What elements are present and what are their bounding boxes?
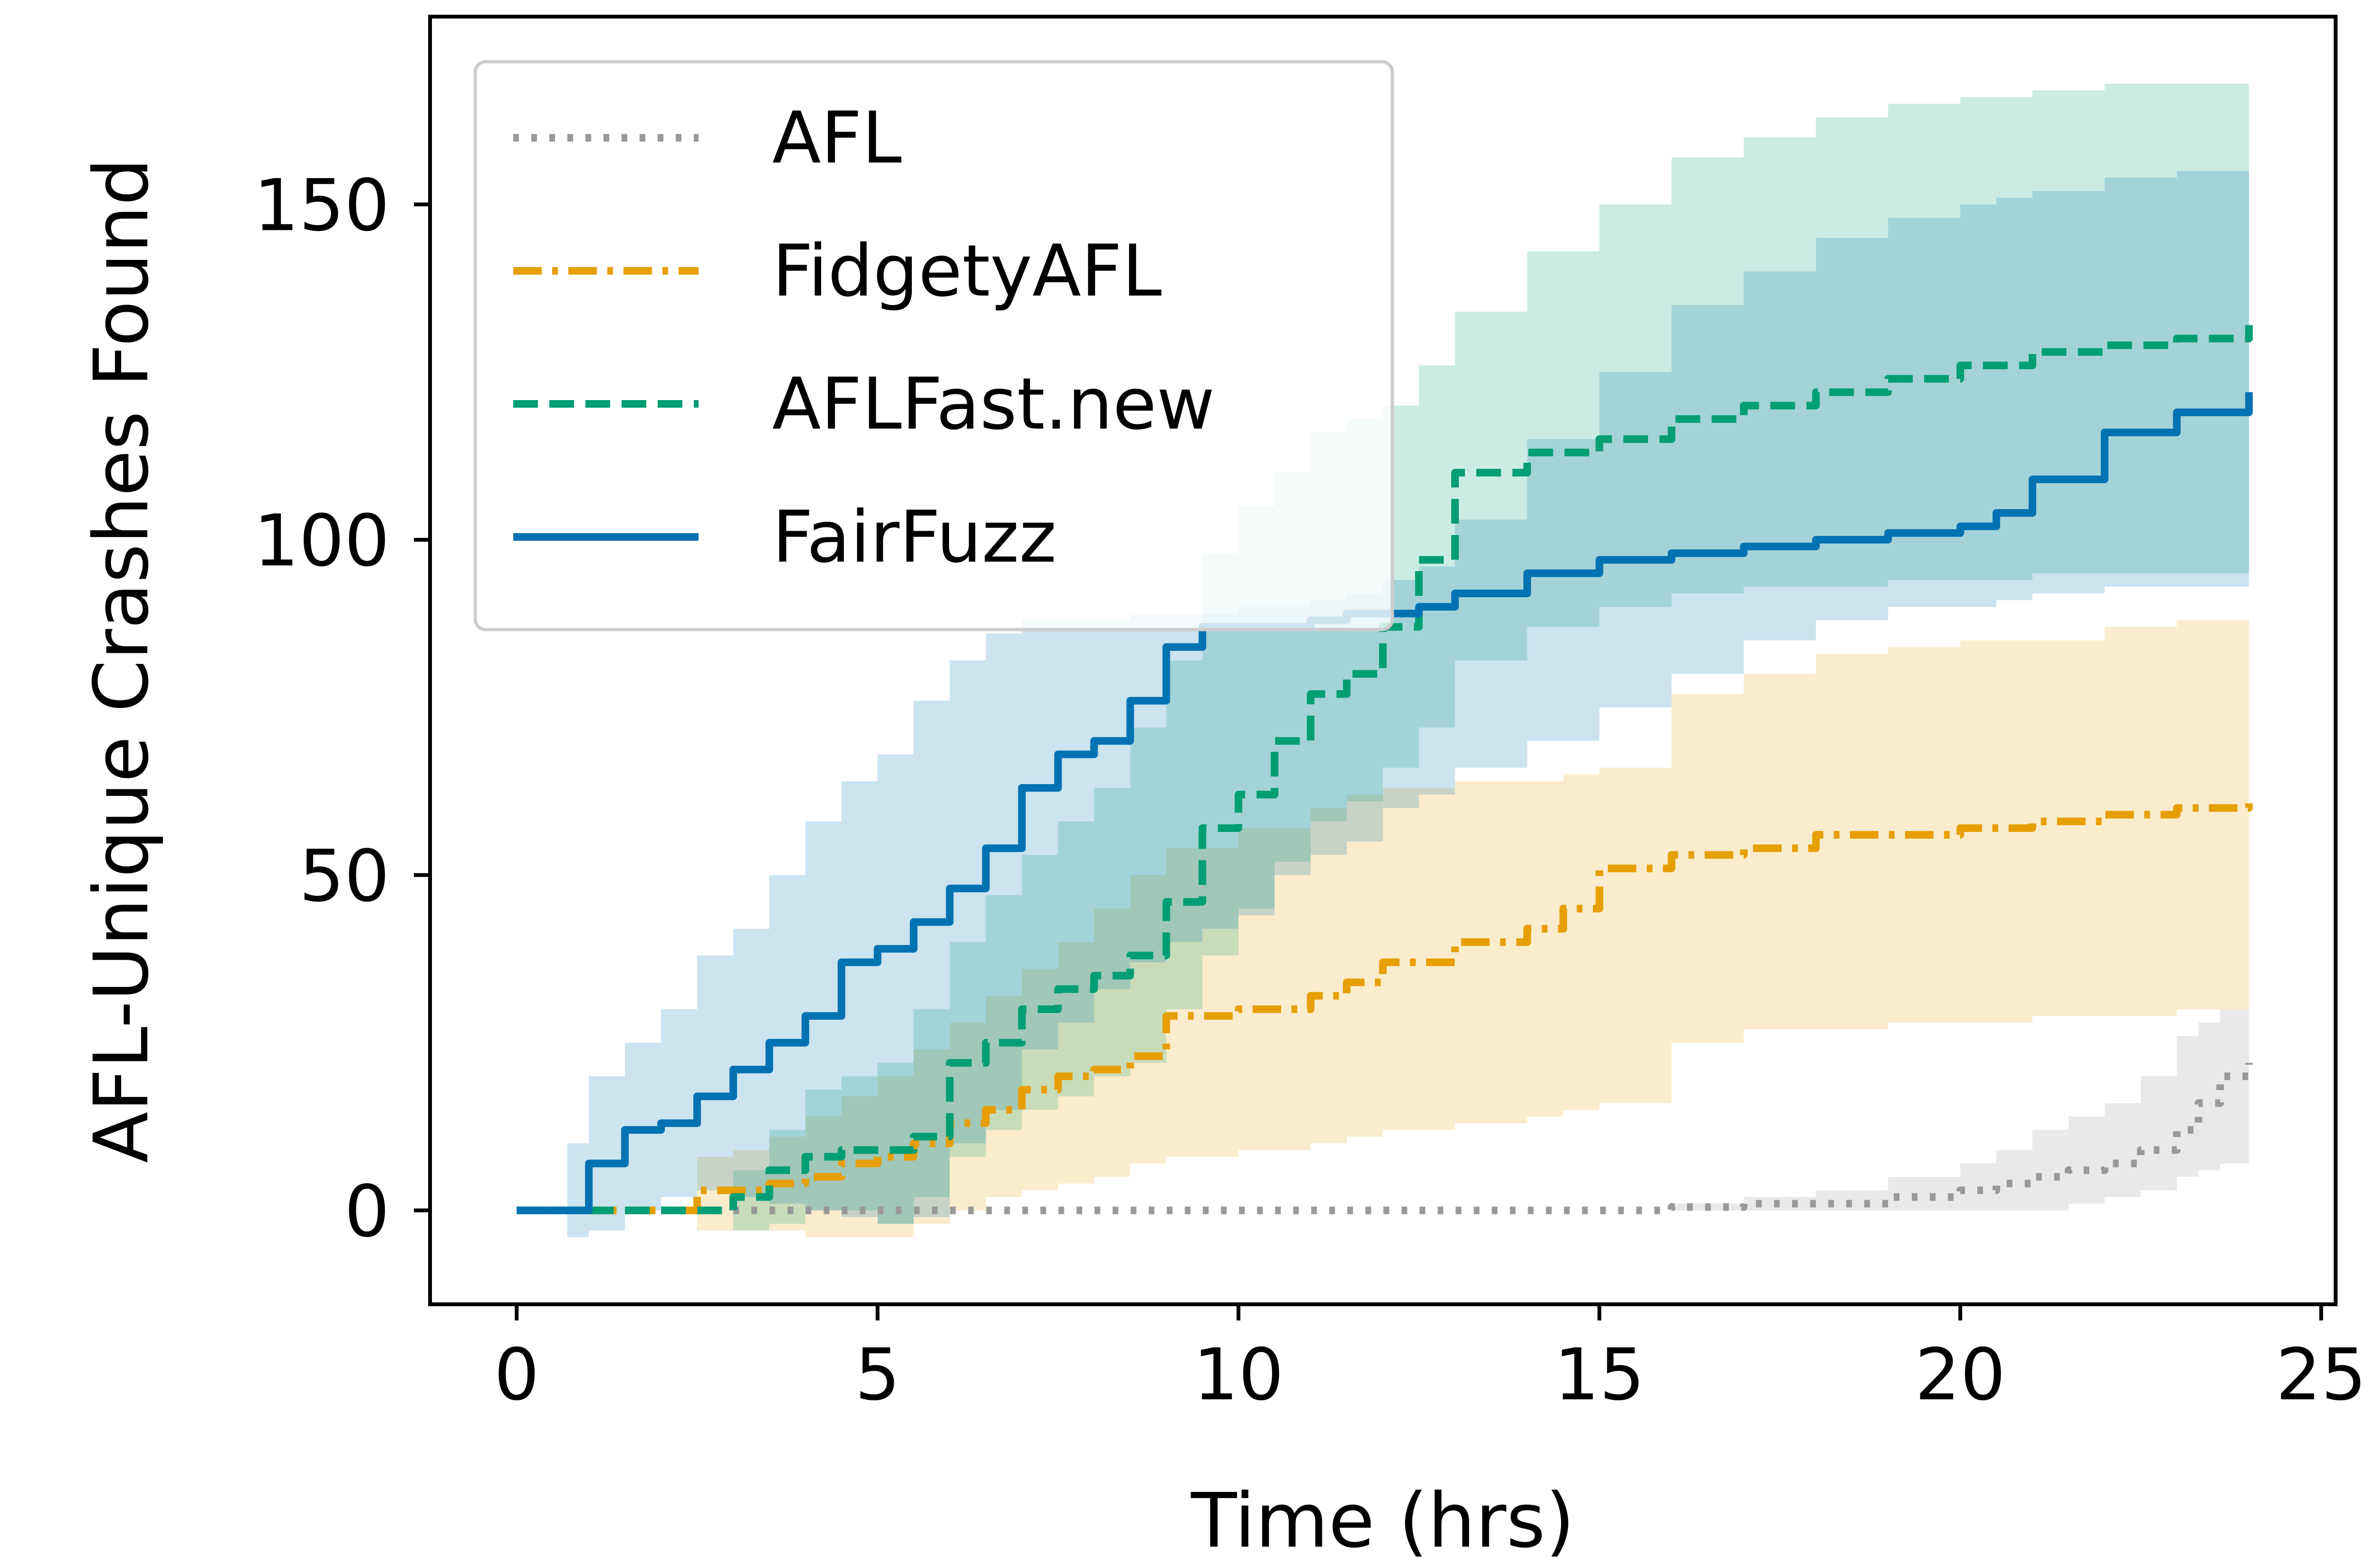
legend-label-fidgetyafl: FidgetyAFL <box>772 230 1162 313</box>
y-axis-title: AFL-Unique Crashes Found <box>78 158 165 1163</box>
band-fairfuzz <box>517 164 2249 1237</box>
legend-entries: AFL FidgetyAFL AFLFast.new FairFuzz <box>513 97 1215 579</box>
x-tick-label: 0 <box>494 1334 539 1416</box>
line-fairfuzz <box>517 392 2253 1214</box>
line-fidgetyafl <box>517 801 2253 1214</box>
legend: AFL FidgetyAFL AFLFast.new FairFuzz <box>473 60 1394 631</box>
x-axis-title: Time (hrs) <box>1190 1477 1575 1565</box>
x-tick-label: 20 <box>1915 1334 2006 1416</box>
line-aflfast-new <box>517 325 2253 1214</box>
plot-frame <box>428 15 2338 1306</box>
band-afl <box>517 956 2249 1211</box>
x-tick-label: 10 <box>1193 1334 1284 1416</box>
y-axis-ticks: 0 50 100 150 <box>254 164 430 1253</box>
x-tick-label: 5 <box>855 1334 900 1416</box>
y-tick-label: 0 <box>345 1170 390 1253</box>
x-tick-label: 15 <box>1554 1334 1645 1416</box>
legend-label-fairfuzz: FairFuzz <box>772 496 1056 579</box>
x-axis-ticks: 0 5 10 15 20 25 <box>494 1304 2366 1416</box>
y-tick-label: 50 <box>299 835 390 918</box>
legend-label-afl: AFL <box>772 97 901 180</box>
legend-box <box>473 60 1394 631</box>
series-lines <box>517 325 2253 1214</box>
y-tick-label: 150 <box>254 164 390 247</box>
x-tick-label: 25 <box>2276 1334 2366 1416</box>
legend-label-aflfast-new: AFLFast.new <box>772 363 1215 446</box>
y-tick-label: 100 <box>254 500 390 583</box>
line-afl <box>517 1062 2253 1214</box>
